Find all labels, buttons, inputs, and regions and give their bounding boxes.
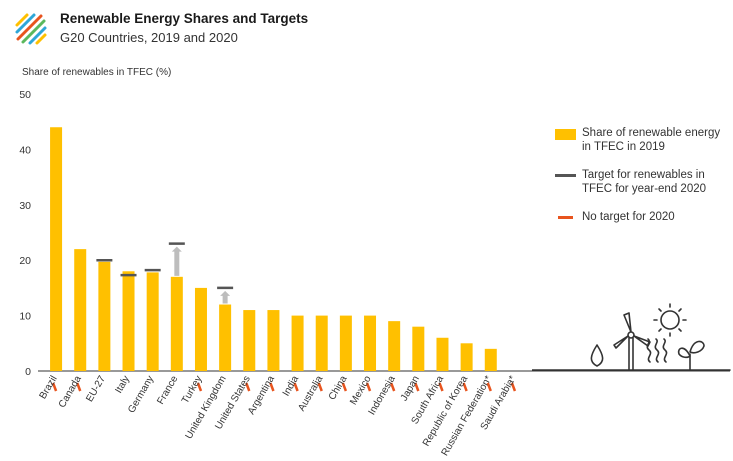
x-tick-label: Brazil (38, 374, 60, 401)
bar-republic-of-korea (460, 343, 473, 371)
no-target-marker (51, 382, 58, 392)
renewable-energy-illustration-icon (532, 303, 731, 371)
gap-arrow (220, 290, 231, 304)
bar-canada (74, 249, 87, 371)
legend-swatch-target (555, 174, 576, 177)
bar-france (170, 276, 183, 371)
legend-label-share: Share of renewable energy in TFEC in 201… (582, 127, 721, 153)
legend-item-target: Target for renewables in TFEC for year-e… (555, 168, 730, 196)
y-tick-label: 20 (19, 255, 31, 267)
legend-swatch-no-target (558, 216, 573, 219)
bar-brazil (50, 127, 63, 372)
x-tick-label: EU-27 (84, 374, 108, 404)
chart-subtitle: G20 Countries, 2019 and 2020 (60, 30, 238, 45)
bar-russian-federation- (484, 348, 497, 371)
legend-item-share: Share of renewable energy in TFEC in 201… (555, 126, 730, 154)
no-target-marker (414, 382, 420, 392)
legend-label-no-target: No target for 2020 (582, 211, 675, 223)
y-tick-label: 10 (19, 311, 31, 323)
no-target-marker (438, 382, 444, 392)
chart-title: Renewable Energy Shares and Targets (60, 11, 309, 26)
bar-south-africa (436, 337, 449, 371)
bar-indonesia (388, 321, 401, 371)
no-target-marker (486, 382, 492, 392)
no-target-marker (317, 382, 323, 392)
x-tick-label: Italy (113, 374, 132, 395)
legend-swatch-share (555, 129, 576, 140)
y-tick-label: 0 (25, 366, 31, 378)
legend: Share of renewable energy in TFEC in 201… (555, 126, 730, 238)
no-target-marker (245, 382, 251, 392)
bar-india (291, 315, 304, 371)
no-target-marker (462, 382, 468, 392)
bar-argentina (267, 310, 280, 371)
bar-china (339, 315, 352, 371)
bar-germany (146, 272, 159, 371)
no-target-marker (196, 382, 203, 392)
x-tick-label: France (155, 374, 180, 407)
gap-arrow (171, 246, 182, 276)
no-target-marker (269, 382, 275, 392)
no-target-marker (341, 382, 348, 392)
bar-eu-27 (98, 261, 111, 371)
y-axis-label: Share of renewables in TFEC (%) (22, 67, 172, 78)
renewables-logo-icon (15, 13, 47, 45)
bar-united-states (243, 310, 256, 371)
bar-turkey (194, 287, 207, 371)
y-tick-label: 30 (19, 200, 31, 212)
no-target-marker (390, 382, 396, 392)
no-target-marker (76, 382, 82, 392)
bar-mexico (364, 315, 377, 371)
bar-australia (315, 315, 328, 371)
y-tick-label: 50 (19, 89, 31, 101)
x-tick-label: China (327, 374, 350, 403)
bar-japan (412, 326, 425, 371)
y-tick-label: 40 (19, 144, 31, 156)
no-target-marker (293, 382, 299, 392)
bar-united-kingdom (219, 304, 232, 371)
no-target-marker (510, 382, 517, 392)
legend-label-target: Target for renewables in TFEC for year-e… (582, 169, 707, 195)
legend-item-no-target: No target for 2020 (555, 210, 730, 224)
bar-italy (122, 271, 135, 371)
no-target-marker (365, 382, 372, 392)
x-tick-label: Canada (57, 374, 84, 410)
x-tick-label: India (281, 374, 302, 399)
